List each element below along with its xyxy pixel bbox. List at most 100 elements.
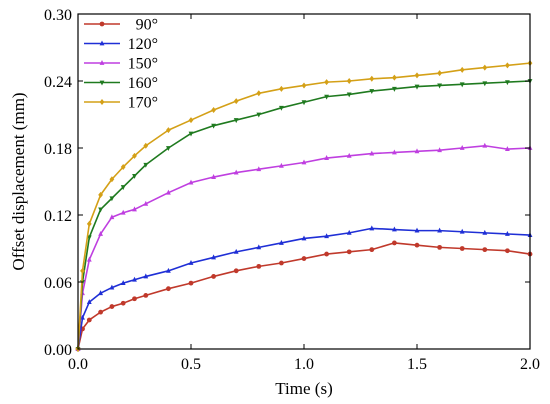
series-90-point — [211, 274, 217, 279]
series-160-point — [369, 89, 375, 95]
series-170-point — [86, 220, 92, 227]
series-170-point — [132, 152, 137, 159]
series-90-point — [86, 317, 92, 323]
series-170-point — [392, 74, 397, 81]
series-120-point — [414, 227, 420, 233]
legend-swatch-marker — [99, 21, 105, 27]
series-150-point — [256, 166, 262, 172]
legend-item-150: 150° — [84, 56, 158, 73]
legend-swatch-marker — [99, 80, 105, 86]
series-170-point — [369, 75, 375, 82]
series-150-point — [120, 209, 126, 215]
series-150-point — [279, 162, 284, 168]
y-tick-label: 0.24 — [44, 74, 72, 91]
series-160-point — [301, 100, 307, 106]
series-90-point — [369, 247, 375, 253]
series-120-point — [392, 226, 397, 232]
series-150-point — [482, 142, 488, 148]
series-120-point — [233, 248, 239, 254]
series-170-point — [414, 72, 420, 79]
series-90-point — [132, 296, 137, 302]
x-axis-title: Time (s) — [275, 379, 332, 398]
series-150-point — [143, 200, 149, 206]
series-170-point — [301, 82, 307, 89]
y-tick-label: 0.30 — [44, 7, 72, 24]
series-120-point — [279, 239, 284, 245]
series-170-point — [98, 191, 103, 198]
series-90-point — [166, 286, 171, 292]
series-90-point — [233, 268, 239, 274]
series-150-point — [324, 155, 329, 160]
axis-ticks: 0.0 0.5 1.0 1.5 2.0 0.00 0.06 0.12 0.18 0.24 0.30 — [44, 7, 540, 373]
legend-item-170: 170° — [84, 95, 158, 112]
series-170-point — [459, 66, 465, 73]
series-170-point — [279, 85, 284, 92]
series-160-point — [346, 92, 352, 98]
x-tick-label: 1.5 — [407, 356, 427, 373]
series-150-point — [86, 256, 92, 262]
series-160-line — [77, 80, 531, 350]
series-150-point — [233, 169, 239, 175]
series-150-point — [98, 230, 103, 236]
legend-label: 150° — [128, 56, 158, 73]
series-120-point — [86, 299, 92, 305]
series-120-point — [482, 229, 488, 235]
series-120-point — [324, 233, 329, 239]
series-90-point — [120, 300, 126, 306]
series-120-point — [211, 254, 216, 260]
series-150-point — [166, 189, 171, 195]
series-90-point — [301, 256, 307, 261]
series-90-point — [414, 242, 420, 248]
series-90-point — [459, 246, 465, 251]
series-170-point — [437, 70, 442, 77]
legend-item-160: 160° — [84, 75, 158, 92]
series-160-point — [437, 83, 442, 89]
y-tick-label: 0.18 — [44, 141, 72, 158]
series-120-point — [109, 284, 115, 290]
series-160-point — [132, 173, 137, 179]
series-170-point — [188, 117, 194, 124]
series-170-point — [143, 142, 149, 149]
series-160-point — [211, 123, 216, 129]
series-160-point — [109, 196, 115, 202]
series-120-point — [98, 290, 103, 296]
legend-item-120: 120° — [84, 36, 158, 53]
series-150-point — [211, 174, 216, 179]
series-90-point — [392, 240, 397, 246]
y-tick-label: 0.00 — [44, 342, 72, 359]
x-tick-label: 1.0 — [294, 356, 314, 373]
x-tick-label: 0.0 — [68, 356, 88, 373]
series-90-point — [188, 280, 194, 286]
series-120-point — [256, 244, 262, 250]
series-120-point — [80, 314, 85, 320]
series-120-point — [120, 280, 126, 286]
series-160 — [75, 79, 533, 352]
series-170-point — [256, 90, 262, 97]
series-90-point — [505, 248, 510, 254]
series-150-point — [346, 152, 352, 158]
series-170-point — [211, 107, 216, 114]
series-160-point — [98, 207, 103, 213]
series-150-point — [505, 146, 510, 152]
legend-label: 160° — [128, 75, 158, 92]
series-170-point — [324, 79, 329, 86]
series-160-point — [120, 185, 126, 191]
series-150-point — [392, 149, 397, 155]
series-170-point — [505, 62, 510, 69]
x-tick-label: 0.5 — [181, 356, 201, 373]
series-160-point — [143, 162, 149, 168]
series-150-point — [459, 145, 465, 150]
series-120-point — [188, 260, 194, 265]
legend-swatch-marker — [99, 60, 105, 65]
series-90-point — [143, 293, 149, 298]
series-90-point — [98, 309, 103, 315]
legend-label: 120° — [128, 36, 158, 53]
series-120-point — [505, 230, 510, 236]
series-120-point — [143, 273, 149, 279]
series-120-point — [437, 227, 442, 233]
series-170-point — [482, 64, 488, 71]
series-150-point — [132, 206, 137, 212]
y-tick-label: 0.06 — [44, 275, 72, 292]
series-90-point — [437, 244, 442, 250]
